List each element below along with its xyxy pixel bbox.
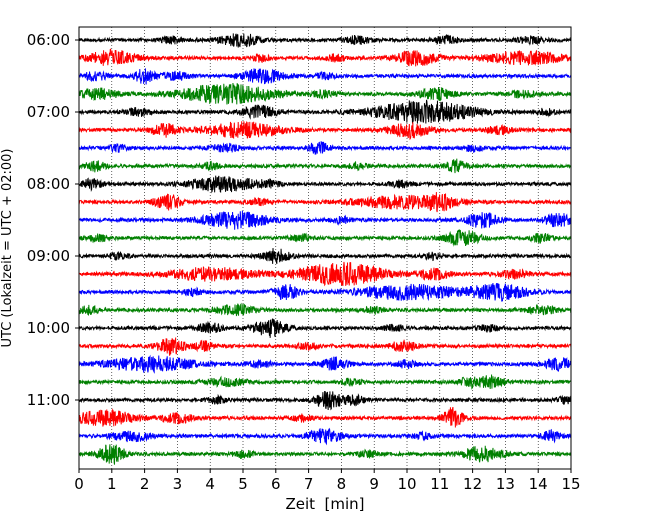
seismic-traces (78, 33, 572, 465)
x-tick-label: 15 (561, 475, 580, 493)
x-tick-label: 2 (140, 475, 150, 493)
x-tick-label: 0 (74, 475, 84, 493)
trace-line (78, 427, 572, 446)
x-tick-label: 1 (107, 475, 117, 493)
y-axis-ticks: 06:00 07:00 08:00 09:00 10:00 11:00 (27, 31, 79, 409)
trace-line (78, 302, 572, 317)
trace-line (78, 229, 572, 247)
y-tick-label: 11:00 (27, 391, 70, 409)
y-tick-label: 06:00 (27, 31, 70, 49)
x-tick-label: 12 (463, 475, 482, 493)
trace-line (78, 210, 572, 230)
x-axis-title: Zeit [min] (285, 495, 364, 513)
trace-line (78, 248, 572, 265)
x-tick-label: 9 (369, 475, 379, 493)
trace-line (78, 337, 572, 356)
trace-line (78, 99, 572, 124)
x-tick-label: 7 (304, 475, 314, 493)
trace-line (78, 48, 572, 67)
x-tick-label: 14 (529, 475, 548, 493)
trace-line (78, 121, 572, 141)
trace-line (78, 33, 572, 48)
x-tick-label: 10 (397, 475, 416, 493)
x-tick-label: 6 (271, 475, 281, 493)
trace-line (78, 406, 572, 428)
plot-frame (78, 26, 572, 470)
trace-line (78, 141, 572, 155)
trace-line (78, 283, 572, 302)
trace-line (78, 390, 572, 411)
y-tick-label: 08:00 (27, 175, 70, 193)
trace-line (78, 444, 572, 465)
trace-line (78, 374, 572, 390)
y-tick-label: 09:00 (27, 247, 70, 265)
x-tick-label: 4 (205, 475, 215, 493)
y-axis-title: UTC (Lokalzeit = UTC + 02:00) (0, 149, 15, 348)
trace-line (78, 83, 572, 105)
trace-line (78, 158, 572, 174)
x-tick-label: 11 (430, 475, 449, 493)
trace-line (78, 318, 572, 338)
x-tick-label: 8 (337, 475, 347, 493)
x-tick-label: 3 (173, 475, 183, 493)
x-tick-label: 5 (238, 475, 248, 493)
trace-line (78, 175, 572, 194)
y-tick-label: 10:00 (27, 319, 70, 337)
x-axis-ticks: 0 1 2 3 4 5 6 7 8 9 10 11 12 13 14 15 (74, 469, 581, 493)
trace-line (78, 192, 572, 213)
trace-line (78, 261, 572, 287)
trace-line (78, 68, 572, 85)
x-tick-label: 13 (496, 475, 515, 493)
y-tick-label: 07:00 (27, 103, 70, 121)
trace-line (78, 354, 572, 374)
